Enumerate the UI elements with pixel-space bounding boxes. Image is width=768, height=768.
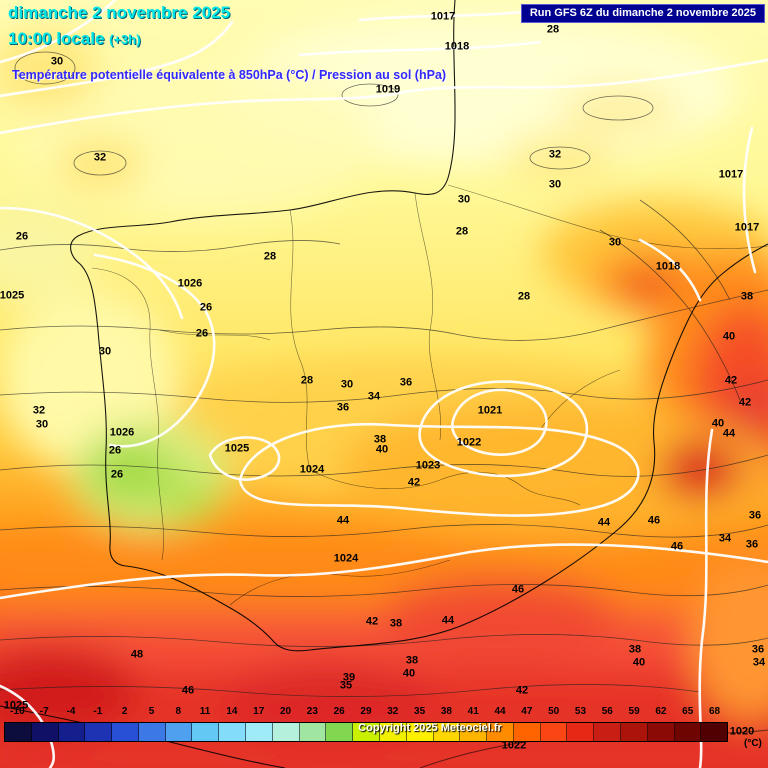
colorbar-segment [112, 723, 139, 741]
colorbar-segment [460, 723, 488, 741]
colorbar-segment [138, 723, 166, 741]
scale-values: -10 -7 -4 -1 2 5 8 11 14 17 20 23 26 29 32 35 38 41 44 47 50… [4, 707, 728, 717]
scale-value: 5 [148, 706, 155, 717]
colorbar-segment [487, 723, 514, 741]
scale-value: 41 [467, 706, 479, 717]
temperature-contours [0, 51, 768, 697]
colorbar-segment [620, 723, 648, 741]
scale-value: 53 [574, 706, 587, 717]
colorbar-segment [353, 723, 380, 741]
colorbar [4, 722, 728, 742]
colorbar-segment [513, 723, 541, 741]
colorbar-segment [594, 723, 621, 741]
scale-value: 20 [279, 706, 292, 717]
scale-value: 29 [360, 706, 372, 717]
scale-value: 17 [253, 706, 265, 717]
scale-value: 2 [121, 706, 128, 717]
scale-value: 8 [175, 706, 182, 717]
scale-value: 59 [628, 706, 640, 717]
colorbar-segment [406, 723, 434, 741]
colorbar-segment [219, 723, 247, 741]
forecast-time: 10:00 locale (+3h) [8, 29, 141, 49]
copyright-text: Copyright 2025 Meteociel.fr [358, 722, 502, 734]
scale-value: -1 [93, 706, 103, 717]
scale-value: 14 [226, 706, 238, 717]
colorbar-segment [246, 723, 273, 741]
scale-value: 56 [601, 706, 613, 717]
scale-value: 65 [682, 706, 694, 717]
colorbar-segment [272, 723, 300, 741]
colorbar-segment [567, 723, 595, 741]
scale-value: 26 [333, 706, 345, 717]
colorbar-segment [192, 723, 220, 741]
scale-unit: (°C) [744, 738, 762, 749]
colorbar-segment [701, 723, 728, 741]
colorbar-segment [165, 723, 193, 741]
colorbar-segment [674, 723, 702, 741]
colorbar-segment [326, 723, 354, 741]
scale-value: 35 [414, 706, 426, 717]
scale-value: 38 [440, 706, 452, 717]
map-parameter-title: Température potentielle équivalente à 85… [12, 68, 447, 82]
run-info-badge: Run GFS 6Z du dimanche 2 novembre 2025 [520, 4, 765, 23]
colorbar-segment [299, 723, 327, 741]
scale-value: 23 [306, 706, 318, 717]
colorbar-segment [5, 723, 32, 741]
scale-value: -7 [39, 706, 49, 717]
colorbar-segment [540, 723, 568, 741]
scale-value: 44 [494, 706, 506, 717]
scale-value: -10 [10, 706, 25, 717]
scale-value: 50 [548, 706, 560, 717]
scale-value: 68 [708, 706, 721, 717]
scale-value: 47 [521, 706, 533, 717]
scale-value: 32 [387, 706, 399, 717]
colorbar-segment [58, 723, 86, 741]
forecast-offset: (+3h) [109, 32, 141, 47]
scale-value: -4 [66, 706, 76, 717]
colorbar-segment [433, 723, 461, 741]
colorbar-segment [647, 723, 675, 741]
colorbar-segment [85, 723, 113, 741]
colorbar-segment [31, 723, 59, 741]
temperature-field-blobs [0, 15, 768, 768]
scale-value: 11 [199, 706, 211, 717]
scale-value: 62 [655, 706, 667, 717]
forecast-date: dimanche 2 novembre 2025 [8, 3, 231, 22]
colorbar-segment [379, 723, 407, 741]
forecast-time-text: 10:00 locale [8, 29, 105, 48]
